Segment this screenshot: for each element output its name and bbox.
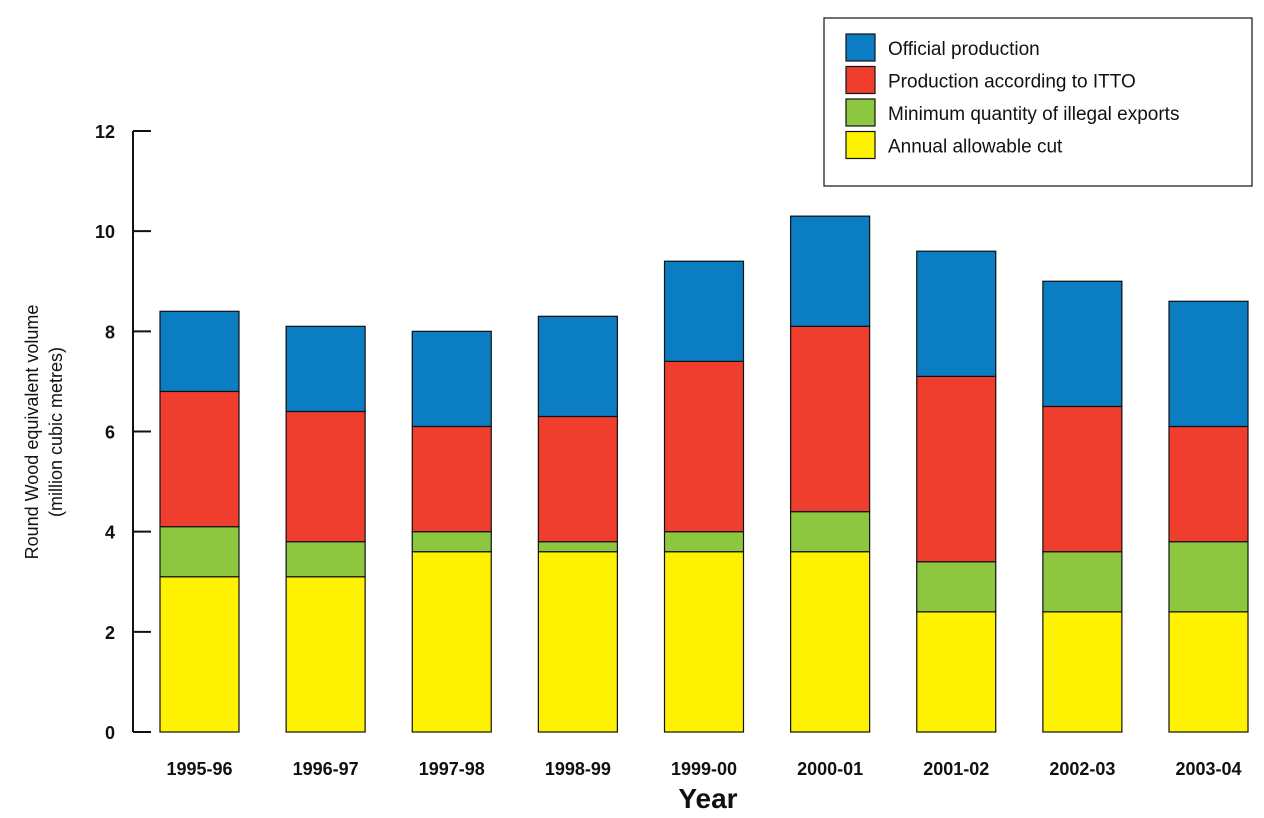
legend-swatch bbox=[845, 98, 876, 127]
bar-segment bbox=[663, 260, 745, 362]
x-tick-label: 2002-03 bbox=[1049, 759, 1115, 779]
x-axis: 1995-96 1996-97 1997-98 1998-99 1999-00 2000-… bbox=[166, 759, 1241, 779]
bar-segment bbox=[159, 310, 240, 393]
y-tick-label: 8 bbox=[105, 322, 115, 342]
x-tick-label: 1995-96 bbox=[166, 759, 232, 779]
legend-swatch bbox=[845, 130, 876, 160]
bar-segment bbox=[663, 360, 745, 533]
bar-stack bbox=[1042, 280, 1123, 733]
legend-label: Production according to ITTO bbox=[888, 72, 1136, 93]
bar-segment bbox=[411, 551, 492, 733]
y-axis-label-main: Round Wood equivalent volume bbox=[22, 305, 42, 560]
bar-segment bbox=[790, 325, 871, 513]
bar-stacks bbox=[159, 215, 1249, 733]
bar-segment bbox=[790, 215, 871, 327]
bar-segment bbox=[285, 576, 366, 733]
bar-segment bbox=[1168, 425, 1249, 543]
x-tick-label: 1998-99 bbox=[545, 759, 611, 779]
bar-segment bbox=[1168, 541, 1249, 613]
y-tick-label: 10 bbox=[95, 222, 115, 242]
y-axis-label-sub-group: (million cubic metres) bbox=[46, 347, 66, 517]
bar-segment bbox=[285, 410, 366, 543]
y-tick-label: 0 bbox=[105, 723, 115, 743]
bar-segment bbox=[411, 425, 492, 533]
legend-box bbox=[823, 17, 1253, 187]
bar-stack bbox=[1168, 300, 1249, 733]
bar-segment bbox=[285, 325, 366, 413]
bar-segment bbox=[285, 541, 366, 578]
legend-label: Official production bbox=[888, 39, 1040, 60]
bar-segment bbox=[1042, 611, 1123, 733]
legend-label: Minimum quantity of illegal exports bbox=[888, 104, 1179, 125]
bar-segment bbox=[663, 551, 745, 733]
bar-stack bbox=[159, 310, 240, 733]
legend-label: Annual allowable cut bbox=[888, 137, 1063, 158]
x-tick-label: 1997-98 bbox=[419, 759, 485, 779]
bar-segment bbox=[916, 375, 997, 563]
bar-segment bbox=[537, 315, 618, 418]
bar-segment bbox=[1168, 611, 1249, 733]
bar-segment bbox=[916, 250, 997, 378]
x-tick-label: 1999-00 bbox=[671, 759, 737, 779]
y-axis-label-sub: (million cubic metres) bbox=[46, 347, 66, 517]
bar-stack bbox=[916, 250, 997, 733]
x-tick-label: 2000-01 bbox=[797, 759, 863, 779]
bar-segment bbox=[1042, 280, 1123, 408]
bar-segment bbox=[663, 531, 745, 553]
legend-swatch bbox=[845, 33, 876, 62]
bar-segment bbox=[537, 415, 618, 543]
y-axis-label: Round Wood equivalent volume bbox=[22, 305, 42, 560]
bar-segment bbox=[411, 531, 492, 553]
bar-stack bbox=[411, 330, 492, 733]
bar-segment bbox=[537, 551, 618, 733]
bar-segment bbox=[159, 526, 240, 578]
legend: Official production Production according … bbox=[823, 17, 1253, 187]
legend-swatch bbox=[845, 65, 876, 95]
y-tick-label: 2 bbox=[105, 623, 115, 643]
x-tick-label: 2001-02 bbox=[923, 759, 989, 779]
y-tick-label: 12 bbox=[95, 122, 115, 142]
bar-stack bbox=[285, 325, 366, 733]
bar-segment bbox=[916, 561, 997, 613]
bar-segment bbox=[159, 390, 240, 528]
bar-segment bbox=[1168, 300, 1249, 428]
y-axis: 0 2 4 6 8 10 12 bbox=[95, 122, 151, 743]
y-tick-label: 6 bbox=[105, 423, 115, 443]
x-axis-label: Year bbox=[678, 783, 737, 814]
bar-segment bbox=[537, 541, 618, 553]
bar-segment bbox=[411, 330, 492, 428]
legend-item: Production according to ITTO bbox=[845, 65, 1136, 95]
legend-item: Annual allowable cut bbox=[845, 130, 1063, 160]
legend-item: Minimum quantity of illegal exports bbox=[845, 98, 1179, 127]
bar-segment bbox=[790, 511, 871, 553]
bar-segment bbox=[159, 576, 240, 733]
x-tick-label: 2003-04 bbox=[1175, 759, 1241, 779]
x-tick-label: 1996-97 bbox=[293, 759, 359, 779]
bar-stack bbox=[537, 315, 618, 733]
legend-item: Official production bbox=[845, 33, 1040, 62]
bar-segment bbox=[790, 551, 871, 733]
y-tick-label: 4 bbox=[105, 523, 115, 543]
bar-segment bbox=[916, 611, 997, 733]
bar-segment bbox=[1042, 551, 1123, 613]
bar-stack bbox=[790, 215, 871, 733]
bar-stack bbox=[663, 260, 745, 733]
bar-segment bbox=[1042, 405, 1123, 553]
